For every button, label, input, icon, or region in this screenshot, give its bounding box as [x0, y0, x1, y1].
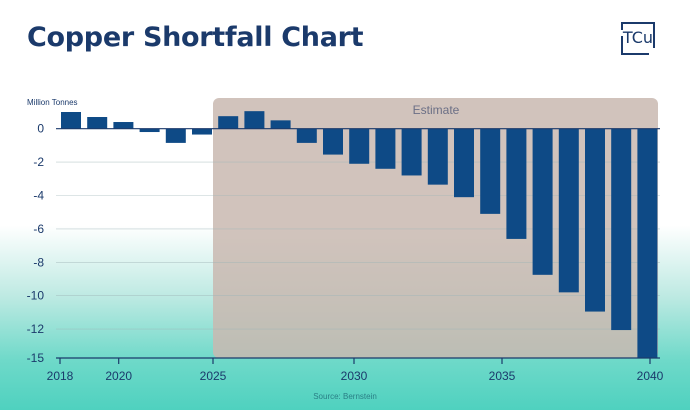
bar-2026 [270, 120, 291, 129]
y-tick-label: -4 [33, 189, 44, 203]
logo-text: TCu [622, 28, 654, 47]
source-note: Source: Bernstein [313, 392, 377, 401]
bar-2039 [611, 128, 632, 331]
x-tick-label: 2040 [637, 369, 664, 383]
bar-2034 [480, 128, 501, 214]
bar-2040 [637, 128, 658, 358]
y-tick-label: -12 [27, 322, 45, 336]
bar-2024 [218, 116, 239, 129]
bar-2023 [192, 128, 212, 135]
y-tick-label: -10 [27, 289, 45, 303]
y-axis-label: Million Tonnes [27, 98, 78, 107]
bar-2037 [558, 128, 579, 293]
bar-2028 [323, 128, 343, 155]
bar-2029 [349, 128, 370, 164]
bar-2025 [244, 111, 265, 129]
tcu-logo: TCu [621, 22, 655, 55]
y-tick-label: -2 [33, 155, 44, 169]
bar-2027 [296, 128, 317, 143]
bar-2019 [87, 117, 108, 129]
x-tick-label: 2020 [105, 369, 132, 383]
bar-2031 [401, 128, 422, 176]
x-tick-label: 2030 [341, 369, 368, 383]
y-tick-label: -15 [27, 351, 45, 365]
bar-2020 [113, 122, 134, 129]
bar-2018 [61, 112, 81, 129]
x-tick-label: 2018 [47, 369, 74, 383]
bar-2033 [454, 128, 474, 198]
x-tick-label: 2035 [489, 369, 516, 383]
estimate-label: Estimate [413, 103, 460, 117]
bar-2038 [585, 128, 605, 312]
bar-2036 [532, 128, 553, 275]
logo-frame-icon [621, 22, 655, 55]
bar-2022 [165, 128, 186, 143]
y-tick-label: -6 [33, 222, 44, 236]
y-tick-label: 0 [37, 122, 44, 136]
chart-title: Copper Shortfall Chart [27, 22, 364, 53]
bar-2021 [139, 128, 160, 133]
bar-2035 [506, 128, 527, 239]
bar-2032 [427, 128, 448, 185]
x-tick-label: 2025 [200, 369, 227, 383]
bar-2030 [375, 128, 396, 169]
y-tick-label: -8 [33, 255, 44, 269]
